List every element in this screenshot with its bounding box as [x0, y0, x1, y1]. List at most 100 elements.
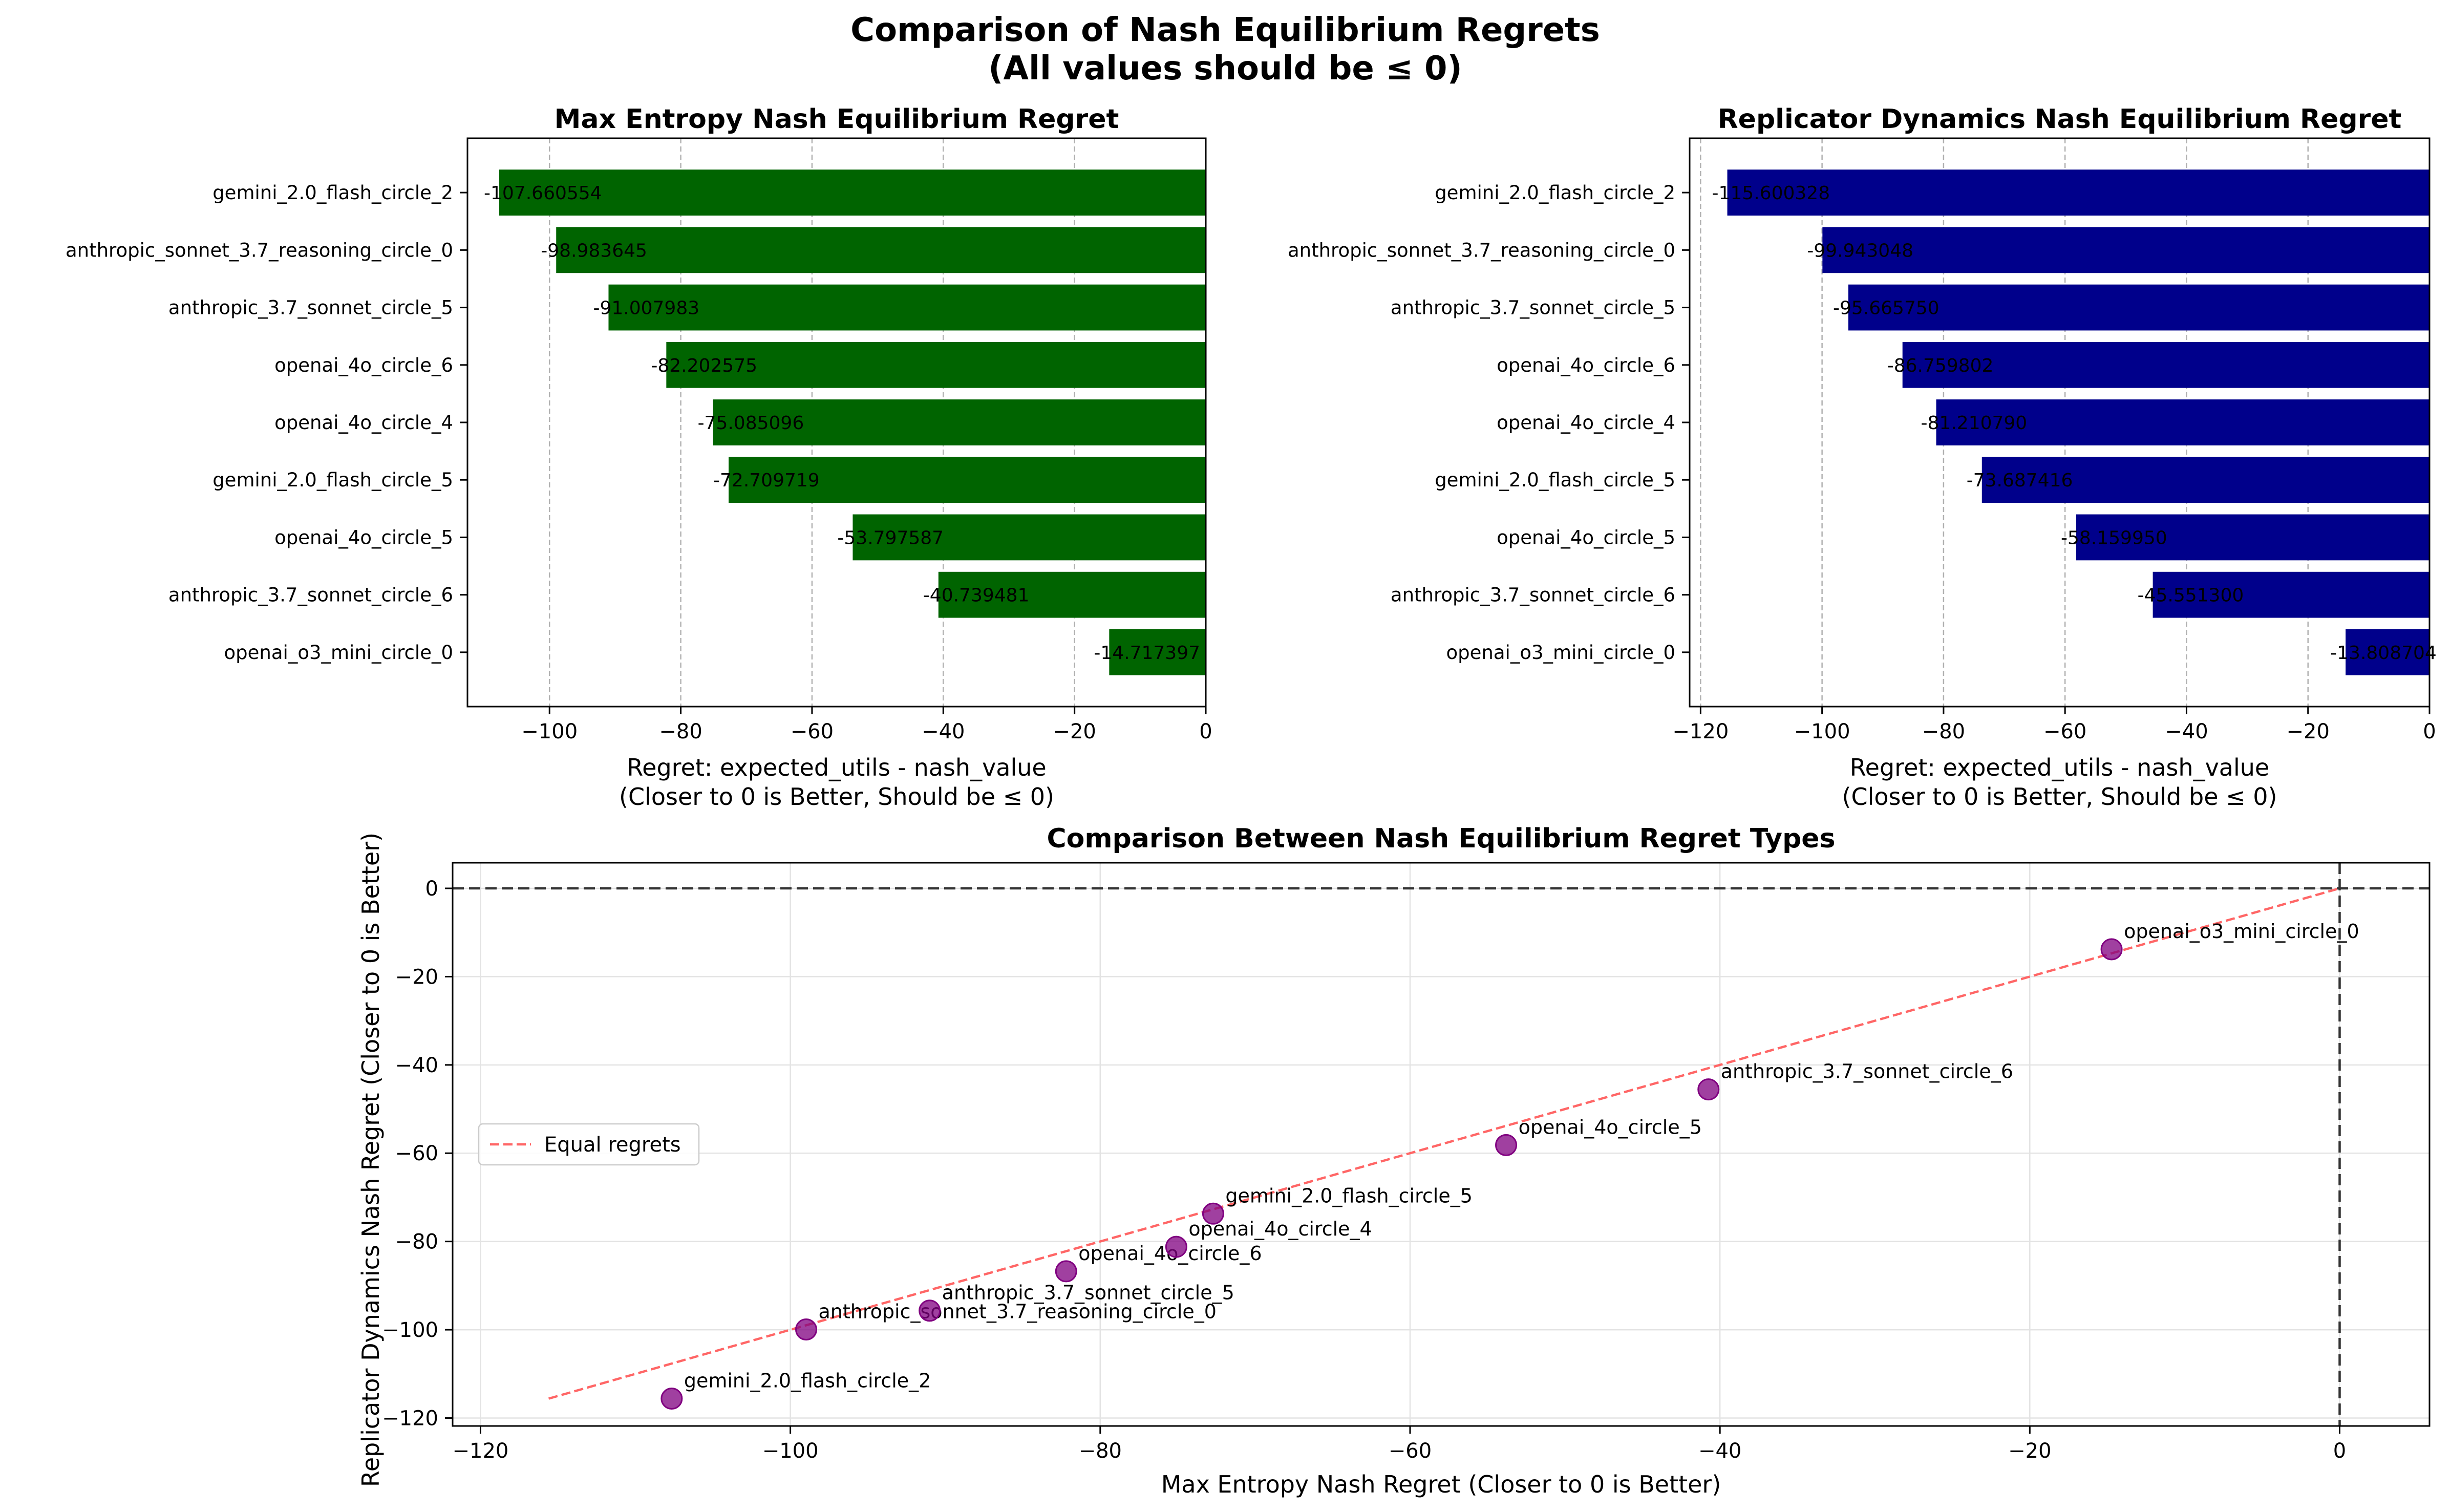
y-tick-label: openai_4o_circle_6	[274, 354, 453, 376]
bar	[499, 169, 1206, 216]
y-tick-label: gemini_2.0_flash_circle_2	[1435, 182, 1675, 204]
x-axis-label: (Closer to 0 is Better, Should be ≤ 0)	[1842, 783, 2277, 811]
chart-title: Replicator Dynamics Nash Equilibrium Reg…	[1718, 104, 2402, 135]
bar	[852, 514, 1206, 561]
bar-value-label: -99.943048	[1807, 240, 1913, 261]
bar	[2346, 629, 2429, 675]
bar	[1902, 342, 2429, 388]
y-tick-label: gemini_2.0_flash_circle_5	[212, 469, 453, 491]
y-tick-label: anthropic_3.7_sonnet_circle_6	[1391, 584, 1675, 606]
x-tick-label: −80	[1079, 1439, 1122, 1463]
bar	[608, 284, 1206, 331]
bar	[1936, 399, 2429, 445]
scatter-point	[1165, 1236, 1187, 1258]
bar-value-label: -75.085096	[698, 413, 804, 434]
bar	[1848, 284, 2429, 331]
y-axis-label: Replicator Dynamics Nash Regret (Closer …	[357, 833, 385, 1487]
regret-scatter-chart: gemini_2.0_flash_circle_2 anthropic_sonne…	[357, 823, 2431, 1498]
x-tick-label: 0	[2423, 720, 2436, 743]
y-tick-label: openai_4o_circle_5	[274, 526, 453, 548]
y-tick-label: anthropic_sonnet_3.7_reasoning_circle_0	[66, 239, 453, 261]
y-tick-label: anthropic_3.7_sonnet_circle_6	[168, 584, 453, 606]
figure-title-line2: (All values should be ≤ 0)	[988, 50, 1462, 88]
bar-value-label: -58.159950	[2061, 527, 2167, 548]
bar-value-label: -13.808704	[2330, 643, 2437, 664]
x-tick-label: −100	[1794, 720, 1850, 743]
y-tick-label: anthropic_3.7_sonnet_circle_5	[168, 297, 453, 319]
y-tick-label: openai_4o_circle_4	[274, 412, 453, 434]
bar-value-label: -45.551300	[2138, 585, 2244, 606]
x-tick-label: 0	[1199, 720, 1212, 743]
chart-title: Max Entropy Nash Equilibrium Regret	[555, 104, 1119, 135]
x-tick-label: −40	[922, 720, 965, 743]
bar-value-label: -82.202575	[651, 355, 757, 376]
x-axis-label: (Closer to 0 is Better, Should be ≤ 0)	[619, 783, 1054, 811]
legend-box	[478, 1123, 700, 1166]
figure-title-line1: Comparison of Nash Equilibrium Regrets	[850, 11, 1600, 49]
y-tick-label: −20	[395, 965, 438, 989]
bar-value-label: -115.600328	[1712, 183, 1830, 204]
x-tick-label: 0	[2333, 1439, 2346, 1463]
equal-regrets-line	[548, 887, 2340, 1400]
x-tick-label: −80	[1922, 720, 1965, 743]
bar-value-label: -86.759802	[1887, 355, 1994, 376]
bar-value-label: -91.007983	[593, 298, 699, 319]
point-label: anthropic_3.7_sonnet_circle_6	[1721, 1060, 2013, 1083]
x-tick-label: −40	[2165, 720, 2208, 743]
x-tick-label: −20	[1053, 720, 1096, 743]
x-tick-label: −20	[2008, 1439, 2051, 1463]
y-tick-label: openai_o3_mini_circle_0	[1446, 642, 1675, 664]
scatter-point	[1055, 1260, 1077, 1283]
y-tick-label: −80	[395, 1230, 438, 1254]
x-tick-label: −120	[1672, 720, 1729, 743]
point-label: anthropic_3.7_sonnet_circle_5	[942, 1282, 1234, 1304]
replicator-bar-chart: -115.600328 gemini_2.0_flash_circle_2 -99.…	[1288, 104, 2437, 811]
y-tick-label: anthropic_sonnet_3.7_reasoning_circle_0	[1288, 239, 1675, 261]
x-axis-label: Regret: expected_utils - nash_value	[1850, 754, 2269, 781]
bar-value-label: -98.983645	[541, 240, 647, 261]
bar	[2076, 514, 2429, 561]
chart-title: Comparison Between Nash Equilibrium Regr…	[1047, 823, 1835, 854]
x-tick-label: −60	[2043, 720, 2086, 743]
y-tick-label: −40	[395, 1054, 438, 1077]
bar-value-label: -53.797587	[837, 527, 944, 548]
bar	[938, 571, 1206, 618]
plot-frame	[1689, 137, 2431, 708]
bar	[1981, 457, 2429, 503]
y-tick-label: −60	[395, 1142, 438, 1165]
point-label: openai_o3_mini_circle_0	[2124, 920, 2359, 943]
x-tick-label: −40	[1698, 1439, 1741, 1463]
bar-value-label: -81.210790	[1921, 413, 2028, 434]
bar-value-label: -107.660554	[484, 183, 602, 204]
x-tick-label: −20	[2287, 720, 2330, 743]
bar	[2152, 571, 2429, 618]
bar-value-label: -95.665750	[1833, 298, 1940, 319]
point-label: gemini_2.0_flash_circle_5	[1225, 1184, 1473, 1207]
y-tick-label: openai_o3_mini_circle_0	[224, 642, 453, 664]
y-tick-label: openai_4o_circle_4	[1497, 412, 1675, 434]
plot-frame	[452, 862, 2431, 1427]
bar-value-label: -40.739481	[923, 585, 1030, 606]
bar-value-label: -72.709719	[713, 470, 820, 491]
scatter-point	[1202, 1202, 1224, 1225]
x-tick-label: −60	[791, 720, 834, 743]
bar	[666, 342, 1206, 388]
bar	[1727, 169, 2429, 216]
y-tick-label: −100	[382, 1318, 438, 1342]
bar	[556, 227, 1206, 273]
x-tick-label: −100	[521, 720, 578, 743]
y-tick-label: gemini_2.0_flash_circle_5	[1435, 469, 1675, 491]
y-tick-label: openai_4o_circle_6	[1497, 354, 1675, 376]
scatter-point	[795, 1318, 818, 1341]
bar	[713, 399, 1206, 445]
scatter-point	[1495, 1134, 1518, 1156]
x-tick-label: −60	[1389, 1439, 1432, 1463]
x-axis-label: Max Entropy Nash Regret (Closer to 0 is …	[1161, 1471, 1721, 1498]
point-label: gemini_2.0_flash_circle_2	[684, 1370, 931, 1392]
point-label: anthropic_sonnet_3.7_reasoning_circle_0	[819, 1301, 1217, 1323]
scatter-point	[919, 1300, 941, 1322]
x-tick-label: −80	[659, 720, 702, 743]
bar-value-label: -14.717397	[1094, 643, 1200, 664]
plot-frame	[466, 137, 1207, 708]
